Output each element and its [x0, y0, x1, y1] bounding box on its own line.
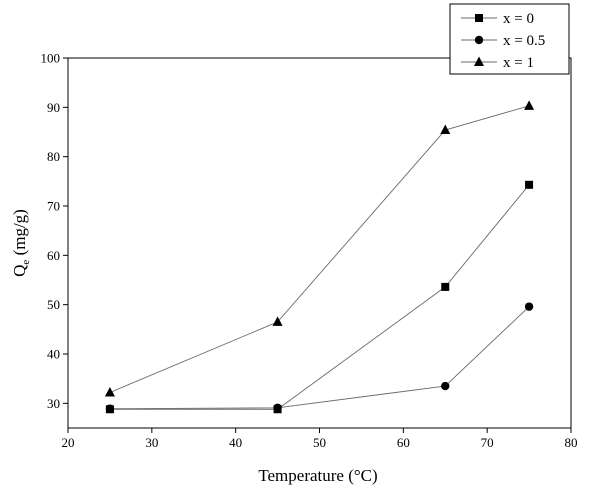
y-axis-title-subscript: e: [20, 260, 32, 265]
series-line: [109, 184, 530, 410]
legend-items: x = 0 x = 0.5 x = 1: [461, 11, 545, 71]
data-point-triangle: [272, 316, 283, 326]
series-line: [109, 105, 530, 393]
x-tick-label: 60: [397, 435, 410, 450]
x-tick-label: 20: [62, 435, 75, 450]
legend-marker-triangle: [474, 56, 484, 66]
y-tick-label: 70: [47, 199, 60, 214]
data-point-circle: [441, 381, 450, 391]
y-tick-label: 60: [47, 248, 60, 263]
legend: x = 0 x = 0.5 x = 1: [449, 3, 570, 75]
tick-marks: [63, 57, 572, 433]
x-tick-label: 40: [229, 435, 242, 450]
y-tick-label: 50: [47, 297, 60, 312]
data-point-circle: [524, 302, 534, 311]
series-lines: [109, 105, 530, 410]
series-line: [109, 306, 530, 410]
y-axis-title-main: Q: [10, 265, 29, 277]
y-tick-label: 40: [47, 347, 60, 362]
y-tick-label: 100: [41, 51, 61, 66]
data-point-square: [441, 282, 450, 291]
y-tick-label: 80: [47, 149, 60, 164]
y-tick-label: 30: [47, 396, 60, 411]
data-point-triangle: [104, 386, 115, 397]
legend-label: x = 0: [503, 11, 534, 27]
y-axis-title-unit: (mg/g): [10, 209, 29, 260]
y-tick-label: 90: [47, 100, 60, 115]
x-tick-label: 70: [481, 435, 494, 450]
x-tick-label: 30: [145, 435, 158, 450]
legend-marker-square: [475, 14, 483, 22]
x-tick-label: 80: [565, 435, 578, 450]
data-point-circle: [105, 404, 115, 413]
legend-label: x = 1: [503, 55, 534, 71]
y-tick-labels: 30 40 50 60 70 80 90 100: [41, 51, 61, 411]
data-point-triangle: [440, 124, 451, 135]
legend-label: x = 0.5: [503, 33, 545, 49]
x-tick-label: 50: [313, 435, 326, 450]
x-tick-labels: 20 30 40 50 60 70 80: [62, 435, 578, 450]
legend-marker-circle: [474, 35, 484, 45]
x-axis-title: Temperature (°C): [258, 466, 377, 485]
data-point-triangle: [524, 100, 535, 110]
plot-frame: [67, 57, 572, 429]
data-point-circle: [273, 403, 282, 412]
data-point-square: [525, 180, 534, 189]
y-axis-title: Qe (mg/g): [10, 209, 32, 277]
series-markers: [104, 100, 535, 414]
